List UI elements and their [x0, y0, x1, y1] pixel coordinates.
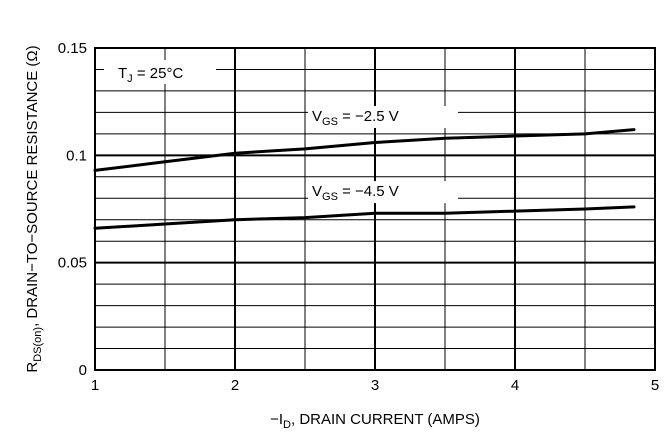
y-axis-title-main: R — [24, 362, 41, 373]
series-group — [93, 128, 636, 230]
y-tick-labels: 0 0.05 0.1 0.15 — [58, 40, 87, 379]
plot-frame — [94, 47, 656, 371]
x-axis-title-main: −I — [270, 411, 283, 428]
series-label-2: VGS = −4.5 V — [312, 183, 399, 203]
annotation-group: TJ = 25°C — [104, 60, 216, 85]
series-label-background — [308, 105, 458, 128]
y-axis-title-rest: , DRAIN−TO−SOURCE RESISTANCE (Ω) — [24, 45, 41, 327]
x-axis-title-rest: , DRAIN CURRENT (AMPS) — [291, 411, 480, 428]
series-line-1 — [93, 128, 636, 172]
x-tick-label: 2 — [231, 377, 239, 394]
x-tick-label: 4 — [511, 377, 519, 394]
annotation-background — [104, 60, 216, 84]
y-axis-title-sub: DS(on) — [32, 327, 44, 362]
series-label-main: V — [312, 183, 322, 200]
series-label-sub: GS — [322, 116, 338, 128]
y-tick-label: 0 — [79, 362, 87, 379]
annotation-sub: J — [127, 73, 133, 85]
series-line-2 — [93, 205, 636, 230]
series-label-rest: = −2.5 V — [338, 108, 399, 125]
series-label-rest: = −4.5 V — [338, 183, 399, 200]
annotation-rest: = 25°C — [133, 65, 184, 82]
x-tick-labels: 1 2 3 4 5 — [91, 377, 659, 394]
series-label-1: VGS = −2.5 V — [312, 108, 399, 128]
major-gridlines — [95, 48, 655, 370]
y-tick-label: 0.15 — [58, 40, 87, 57]
annotation-main: T — [118, 65, 127, 82]
y-tick-label: 0.05 — [58, 255, 87, 272]
x-tick-label: 1 — [91, 377, 99, 394]
x-axis-title-sub: D — [283, 419, 291, 431]
x-axis-title: −ID, DRAIN CURRENT (AMPS) — [270, 411, 480, 431]
x-tick-label: 5 — [651, 377, 659, 394]
series-label-sub: GS — [322, 191, 338, 203]
x-tick-label: 3 — [371, 377, 379, 394]
series-label-background — [308, 181, 458, 204]
y-tick-label: 0.1 — [66, 147, 87, 164]
temperature-annotation: TJ = 25°C — [118, 65, 183, 85]
series-label-main: V — [312, 108, 322, 125]
y-axis-title: RDS(on), DRAIN−TO−SOURCE RESISTANCE (Ω) — [24, 45, 44, 372]
